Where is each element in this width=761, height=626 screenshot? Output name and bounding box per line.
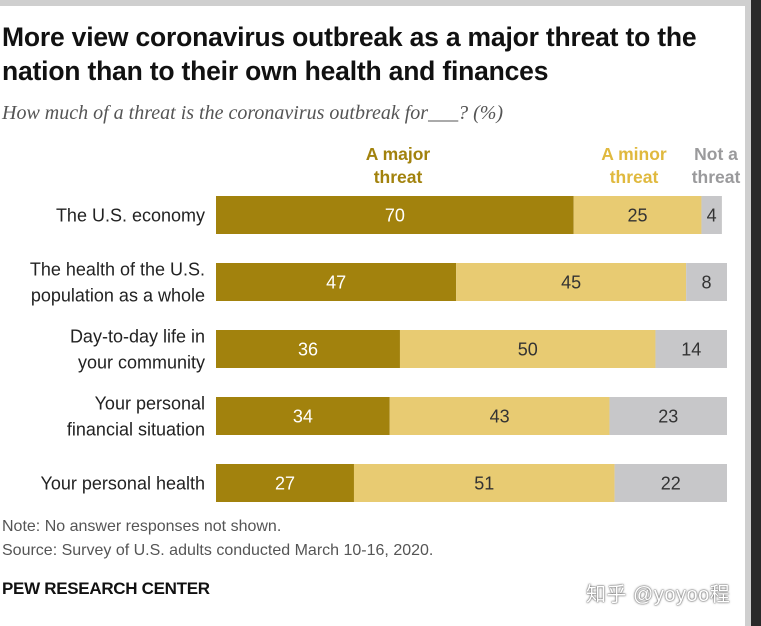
bar-value-label: 14 [681, 340, 701, 360]
bar-a-major-threat [216, 263, 457, 301]
bar-not-a-threat [655, 330, 727, 368]
bar-a-major-threat [216, 464, 354, 502]
frame-top-border [0, 0, 761, 6]
bar-value-label: 22 [661, 474, 681, 494]
watermark-text: 知乎 @yoyoo程 [586, 584, 731, 606]
chart-source: Source: Survey of U.S. adults conducted … [2, 542, 434, 559]
category-label: The health of the U.S. population as a wh… [30, 260, 205, 306]
bar-a-major-threat [216, 397, 390, 435]
bar-a-minor-threat [353, 464, 615, 502]
bar-value-label: 23 [658, 407, 678, 427]
legend-label-not-a-threat: Not a threat [692, 144, 741, 187]
bar-value-label: 27 [275, 474, 295, 494]
brand-name: PEW RESEARCH CENTER [2, 579, 210, 598]
frame-right-border [745, 0, 751, 626]
frame-right-edge [751, 0, 761, 626]
bar-not-a-threat [609, 397, 727, 435]
bar-a-major-threat [216, 196, 574, 234]
bar-value-label: 4 [707, 206, 717, 226]
category-label: Your personal health [41, 474, 205, 494]
bar-value-label: 8 [702, 273, 712, 293]
bar-not-a-threat [686, 263, 727, 301]
bar-value-label: 70 [385, 206, 405, 226]
chart-note: Note: No answer responses not shown. [2, 518, 282, 535]
legend-label-a-minor-threat: A minor threat [601, 144, 667, 187]
category-label: Your personal financial situation [67, 394, 205, 440]
bar-value-label: 36 [298, 340, 318, 360]
bar-a-minor-threat [456, 263, 687, 301]
bar-value-label: 47 [326, 273, 346, 293]
bar-value-label: 34 [293, 407, 313, 427]
bar-not-a-threat [614, 464, 727, 502]
bar-value-label: 45 [561, 273, 581, 293]
bar-value-label: 51 [474, 474, 494, 494]
bar-value-label: 50 [518, 340, 538, 360]
stacked-bar-chart: A major threat A minor threat Not a threat 70 2… [30, 144, 741, 502]
bar-value-label: 25 [628, 206, 648, 226]
chart-title: More view coronavirus outbreak as a majo… [2, 22, 697, 86]
bar-value-label: 43 [490, 407, 510, 427]
bar-a-minor-threat [399, 330, 656, 368]
bar-a-minor-threat [389, 397, 610, 435]
bar-not-a-threat [701, 196, 722, 234]
chart-subtitle: How much of a threat is the coronavirus … [2, 102, 504, 124]
bar-a-major-threat [216, 330, 400, 368]
category-label: The U.S. economy [56, 206, 205, 226]
category-label: Day-to-day life in your community [70, 327, 205, 373]
bar-a-minor-threat [573, 196, 702, 234]
legend-label-a-major-threat: A major threat [366, 144, 431, 187]
